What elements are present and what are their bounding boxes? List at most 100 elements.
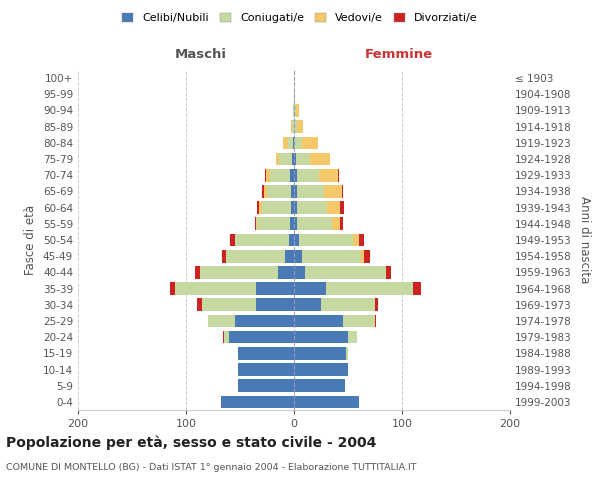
Bar bbox=[294, 202, 297, 214]
Bar bbox=[328, 202, 340, 214]
Text: Maschi: Maschi bbox=[175, 48, 227, 60]
Bar bbox=[170, 282, 175, 295]
Bar bbox=[364, 250, 370, 262]
Bar bbox=[291, 185, 294, 198]
Bar bbox=[361, 250, 364, 262]
Bar bbox=[294, 331, 348, 344]
Bar bbox=[294, 152, 296, 166]
Bar bbox=[262, 185, 264, 198]
Text: Femmine: Femmine bbox=[365, 48, 433, 60]
Bar bbox=[326, 282, 413, 295]
Y-axis label: Fasce di età: Fasce di età bbox=[25, 205, 37, 275]
Bar bbox=[256, 218, 257, 230]
Bar bbox=[296, 104, 299, 117]
Bar bbox=[324, 185, 341, 198]
Bar bbox=[294, 120, 297, 133]
Bar bbox=[332, 218, 340, 230]
Bar bbox=[291, 202, 294, 214]
Bar bbox=[226, 250, 286, 262]
Bar bbox=[208, 314, 235, 328]
Bar bbox=[340, 218, 343, 230]
Bar bbox=[221, 396, 294, 408]
Bar bbox=[238, 347, 294, 360]
Bar bbox=[310, 152, 329, 166]
Bar bbox=[257, 218, 290, 230]
Bar bbox=[302, 136, 318, 149]
Bar bbox=[221, 250, 226, 262]
Bar bbox=[296, 152, 310, 166]
Bar bbox=[275, 152, 279, 166]
Bar bbox=[343, 314, 375, 328]
Bar bbox=[294, 380, 345, 392]
Bar bbox=[294, 298, 321, 311]
Text: Popolazione per età, sesso e stato civile - 2004: Popolazione per età, sesso e stato civil… bbox=[6, 435, 376, 450]
Bar bbox=[375, 298, 378, 311]
Bar bbox=[294, 250, 302, 262]
Bar bbox=[229, 331, 294, 344]
Bar bbox=[224, 331, 229, 344]
Bar bbox=[294, 396, 359, 408]
Bar bbox=[230, 234, 235, 246]
Bar bbox=[294, 314, 343, 328]
Bar bbox=[202, 298, 256, 311]
Bar bbox=[256, 282, 294, 295]
Bar bbox=[256, 298, 294, 311]
Bar bbox=[290, 169, 294, 181]
Bar bbox=[346, 347, 348, 360]
Bar bbox=[297, 185, 324, 198]
Bar bbox=[292, 152, 294, 166]
Bar bbox=[264, 185, 267, 198]
Bar bbox=[294, 347, 346, 360]
Bar bbox=[341, 185, 343, 198]
Bar bbox=[375, 314, 376, 328]
Bar bbox=[359, 234, 364, 246]
Bar bbox=[267, 185, 291, 198]
Bar bbox=[294, 88, 295, 101]
Bar bbox=[297, 169, 319, 181]
Bar bbox=[235, 314, 294, 328]
Bar bbox=[291, 120, 292, 133]
Bar bbox=[257, 202, 259, 214]
Bar bbox=[290, 218, 294, 230]
Bar bbox=[340, 202, 344, 214]
Bar bbox=[338, 169, 340, 181]
Bar bbox=[293, 104, 294, 117]
Bar bbox=[302, 250, 361, 262]
Bar bbox=[353, 234, 359, 246]
Bar bbox=[413, 282, 421, 295]
Bar bbox=[292, 120, 294, 133]
Bar bbox=[238, 363, 294, 376]
Bar bbox=[175, 282, 256, 295]
Bar bbox=[297, 218, 332, 230]
Bar bbox=[194, 266, 200, 278]
Bar bbox=[294, 169, 297, 181]
Bar bbox=[223, 331, 224, 344]
Bar bbox=[278, 266, 294, 278]
Bar bbox=[321, 298, 375, 311]
Bar bbox=[235, 234, 289, 246]
Bar bbox=[294, 363, 348, 376]
Bar bbox=[294, 266, 305, 278]
Bar bbox=[297, 202, 328, 214]
Bar bbox=[319, 169, 338, 181]
Y-axis label: Anni di nascita: Anni di nascita bbox=[578, 196, 591, 284]
Bar bbox=[294, 185, 297, 198]
Bar bbox=[294, 234, 299, 246]
Bar bbox=[294, 136, 302, 149]
Bar bbox=[294, 282, 326, 295]
Bar bbox=[305, 266, 386, 278]
Bar bbox=[259, 202, 262, 214]
Bar bbox=[270, 169, 290, 181]
Legend: Celibi/Nubili, Coniugati/e, Vedovi/e, Divorziati/e: Celibi/Nubili, Coniugati/e, Vedovi/e, Di… bbox=[120, 10, 480, 26]
Bar bbox=[287, 136, 293, 149]
Bar bbox=[255, 218, 256, 230]
Bar bbox=[294, 218, 297, 230]
Bar bbox=[299, 234, 353, 246]
Bar bbox=[262, 202, 291, 214]
Text: COMUNE DI MONTELLO (BG) - Dati ISTAT 1° gennaio 2004 - Elaborazione TUTTITALIA.I: COMUNE DI MONTELLO (BG) - Dati ISTAT 1° … bbox=[6, 462, 416, 471]
Bar bbox=[265, 169, 266, 181]
Bar bbox=[386, 266, 391, 278]
Bar bbox=[293, 136, 294, 149]
Bar bbox=[294, 104, 296, 117]
Bar bbox=[279, 152, 292, 166]
